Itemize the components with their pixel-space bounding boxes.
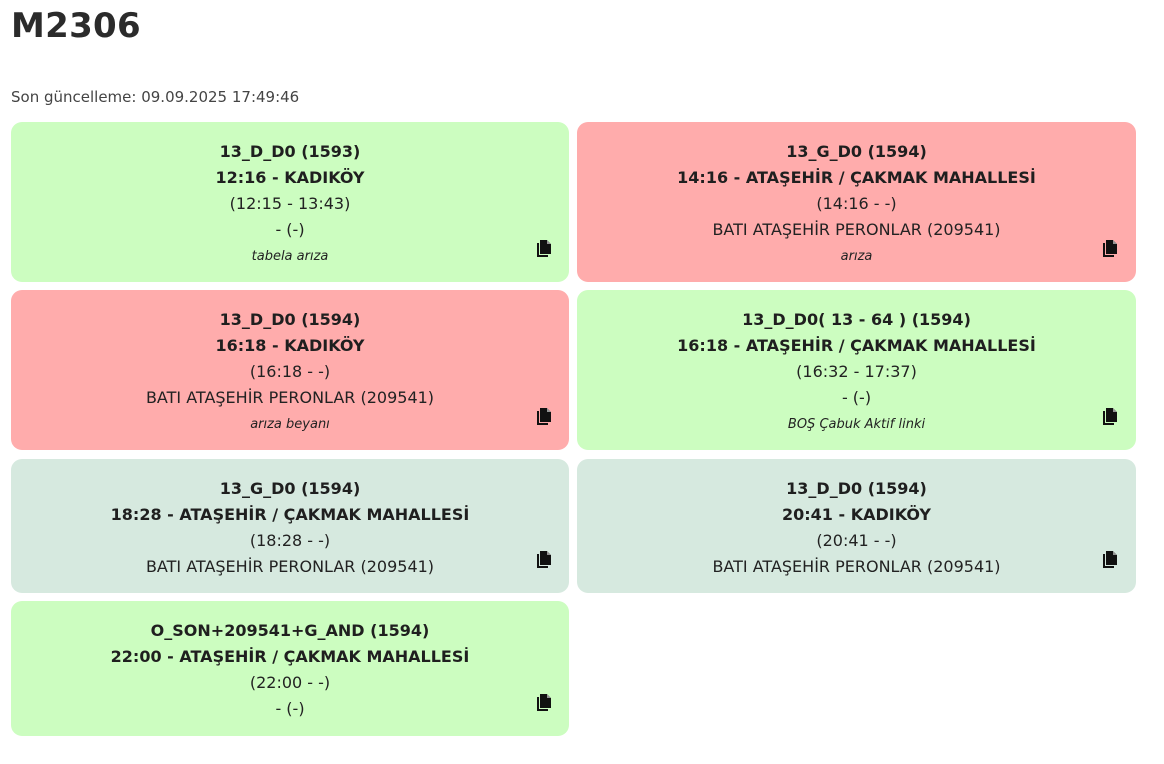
trip-time-destination: 16:18 - ATAŞEHİR / ÇAKMAK MAHALLESİ bbox=[677, 336, 1036, 355]
trip-time-destination: 14:16 - ATAŞEHİR / ÇAKMAK MAHALLESİ bbox=[677, 168, 1036, 187]
trip-time-destination: 22:00 - ATAŞEHİR / ÇAKMAK MAHALLESİ bbox=[110, 647, 470, 666]
route-code: 13_D_D0( 13 - 64 ) (1594) bbox=[742, 310, 971, 329]
trip-time-range: (14:16 - -) bbox=[816, 194, 897, 213]
route-code: O_SON+209541+G_AND (1594) bbox=[150, 621, 430, 640]
trip-time-range: (16:18 - -) bbox=[249, 362, 331, 381]
route-code: 13_D_D0 (1594) bbox=[219, 310, 361, 329]
trip-location: - (-) bbox=[275, 699, 305, 718]
trip-location: BATI ATAŞEHİR PERONLAR (209541) bbox=[145, 388, 435, 407]
copy-icon[interactable] bbox=[1102, 408, 1118, 426]
trip-card: 13_G_D0 (1594) 18:28 - ATAŞEHİR / ÇAKMAK… bbox=[11, 459, 569, 593]
trip-note: tabela arıza bbox=[251, 249, 329, 264]
last-update-text: Son güncelleme: 09.09.2025 17:49:46 bbox=[11, 88, 300, 106]
copy-icon[interactable] bbox=[1102, 551, 1118, 569]
trip-card: 13_D_D0 (1594) 16:18 - KADIKÖY (16:18 - … bbox=[11, 290, 569, 450]
copy-icon[interactable] bbox=[536, 694, 552, 712]
trip-time-range: (12:15 - 13:43) bbox=[229, 194, 351, 213]
trip-note: arıza beyanı bbox=[250, 417, 330, 432]
trip-time-range: (22:00 - -) bbox=[249, 673, 331, 692]
copy-icon[interactable] bbox=[536, 408, 552, 426]
route-code: 13_G_D0 (1594) bbox=[786, 142, 927, 161]
trip-card: 13_D_D0 (1594) 20:41 - KADIKÖY (20:41 - … bbox=[577, 459, 1136, 593]
trip-time-destination: 12:16 - KADIKÖY bbox=[215, 168, 365, 187]
trip-location: BATI ATAŞEHİR PERONLAR (209541) bbox=[145, 557, 435, 576]
trip-note: arıza bbox=[840, 249, 873, 264]
copy-icon[interactable] bbox=[536, 551, 552, 569]
trip-card: 13_D_D0 (1593) 12:16 - KADIKÖY (12:15 - … bbox=[11, 122, 569, 282]
trip-time-range: (18:28 - -) bbox=[249, 531, 331, 550]
route-code: 13_G_D0 (1594) bbox=[219, 479, 361, 498]
trip-card: 13_D_D0( 13 - 64 ) (1594) 16:18 - ATAŞEH… bbox=[577, 290, 1136, 450]
trip-note: BOŞ Çabuk Aktif linki bbox=[787, 417, 926, 432]
trip-location: - (-) bbox=[841, 388, 872, 407]
route-code: 13_D_D0 (1593) bbox=[219, 142, 361, 161]
trip-time-range: (20:41 - -) bbox=[816, 531, 897, 550]
trip-time-destination: 16:18 - KADIKÖY bbox=[215, 336, 365, 355]
copy-icon[interactable] bbox=[1102, 240, 1118, 258]
trip-location: BATI ATAŞEHİR PERONLAR (209541) bbox=[712, 220, 1001, 239]
trip-location: BATI ATAŞEHİR PERONLAR (209541) bbox=[712, 557, 1001, 576]
trip-card: O_SON+209541+G_AND (1594) 22:00 - ATAŞEH… bbox=[11, 601, 569, 736]
trip-location: - (-) bbox=[275, 220, 305, 239]
route-code: 13_D_D0 (1594) bbox=[786, 479, 927, 498]
trip-time-destination: 18:28 - ATAŞEHİR / ÇAKMAK MAHALLESİ bbox=[110, 505, 470, 524]
trip-time-destination: 20:41 - KADIKÖY bbox=[781, 505, 932, 524]
trip-time-range: (16:32 - 17:37) bbox=[796, 362, 917, 381]
page-title: M2306 bbox=[11, 6, 141, 46]
copy-icon[interactable] bbox=[536, 240, 552, 258]
trip-card: 13_G_D0 (1594) 14:16 - ATAŞEHİR / ÇAKMAK… bbox=[577, 122, 1136, 282]
